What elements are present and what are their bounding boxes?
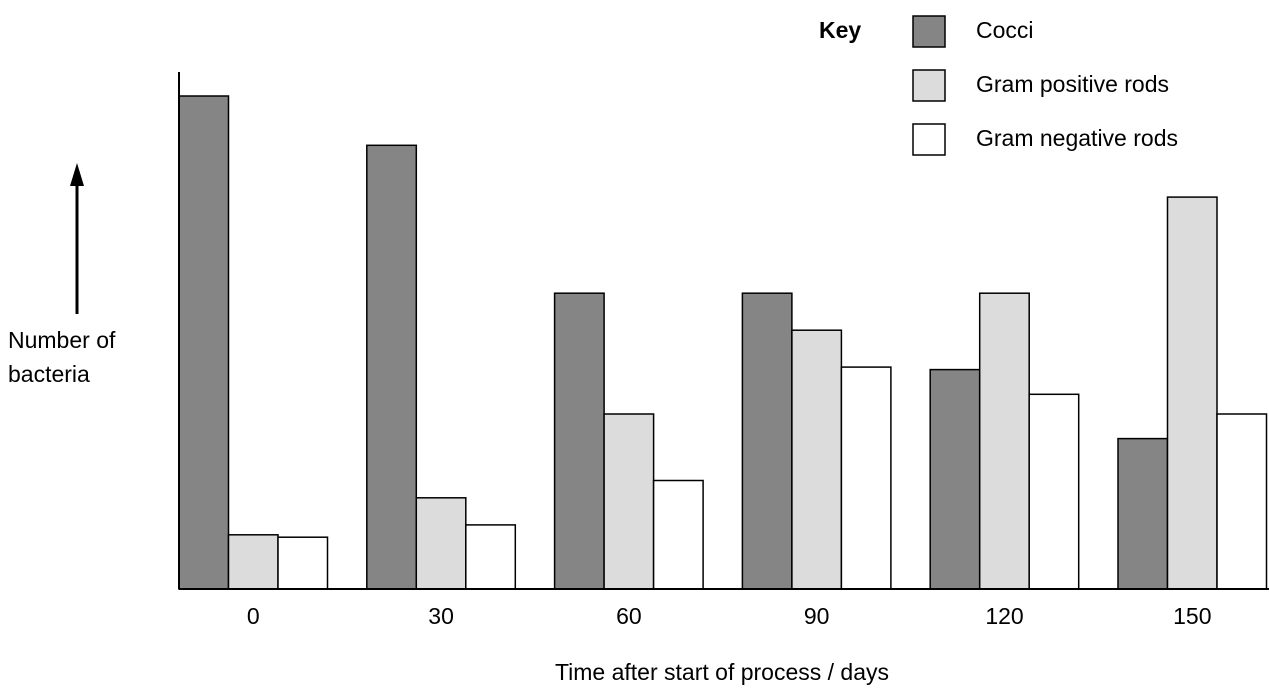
bar-gram-positive-rods-30: [415, 497, 467, 590]
bar-gram-negative-rods-120: [1028, 393, 1080, 590]
legend-title: Key: [819, 17, 861, 43]
legend-swatch: [912, 123, 946, 156]
legend-label: Gram positive rods: [976, 71, 1169, 97]
legend-label: Gram negative rods: [976, 125, 1178, 151]
bar-gram-negative-rods-90: [840, 366, 892, 590]
x-tick-label: 0: [247, 603, 260, 629]
bar-gram-negative-rods-60: [652, 479, 704, 590]
bar-cocci-120: [929, 368, 981, 590]
bar-gram-positive-rods-60: [603, 413, 655, 590]
x-axis-title: Time after start of process / days: [555, 659, 889, 685]
x-tick-label: 30: [428, 603, 454, 629]
y-axis-arrow-head: [70, 163, 84, 186]
bar-gram-positive-rods-90: [791, 329, 843, 590]
x-tick-label: 90: [804, 603, 830, 629]
bar-cocci-150: [1117, 437, 1169, 590]
legend-label: Cocci: [976, 17, 1034, 43]
bar-gram-positive-rods-150: [1166, 196, 1218, 590]
bar-gram-negative-rods-30: [465, 524, 517, 590]
bar-cocci-60: [553, 292, 605, 590]
bar-gram-negative-rods-150: [1216, 413, 1268, 590]
bar-cocci-90: [741, 292, 793, 590]
bar-cocci-30: [366, 144, 418, 590]
x-tick-labels: 0 30 60 90 120 150: [247, 603, 1212, 629]
bar-gram-positive-rods-0: [227, 534, 279, 590]
bar-gram-positive-rods-120: [978, 292, 1030, 590]
legend: Key Cocci Gram positive rods Gram negative…: [819, 15, 1178, 156]
bars-group: [178, 95, 1268, 590]
y-axis-title-line-2: bacteria: [8, 361, 90, 387]
bar-gram-negative-rods-0: [277, 536, 329, 590]
x-tick-label: 120: [985, 603, 1023, 629]
legend-swatch: [912, 69, 946, 102]
y-axis-title-line-1: Number of: [8, 327, 116, 353]
bar-cocci-0: [178, 95, 230, 590]
legend-swatch: [912, 15, 946, 48]
x-tick-label: 150: [1173, 603, 1211, 629]
x-tick-label: 60: [616, 603, 642, 629]
